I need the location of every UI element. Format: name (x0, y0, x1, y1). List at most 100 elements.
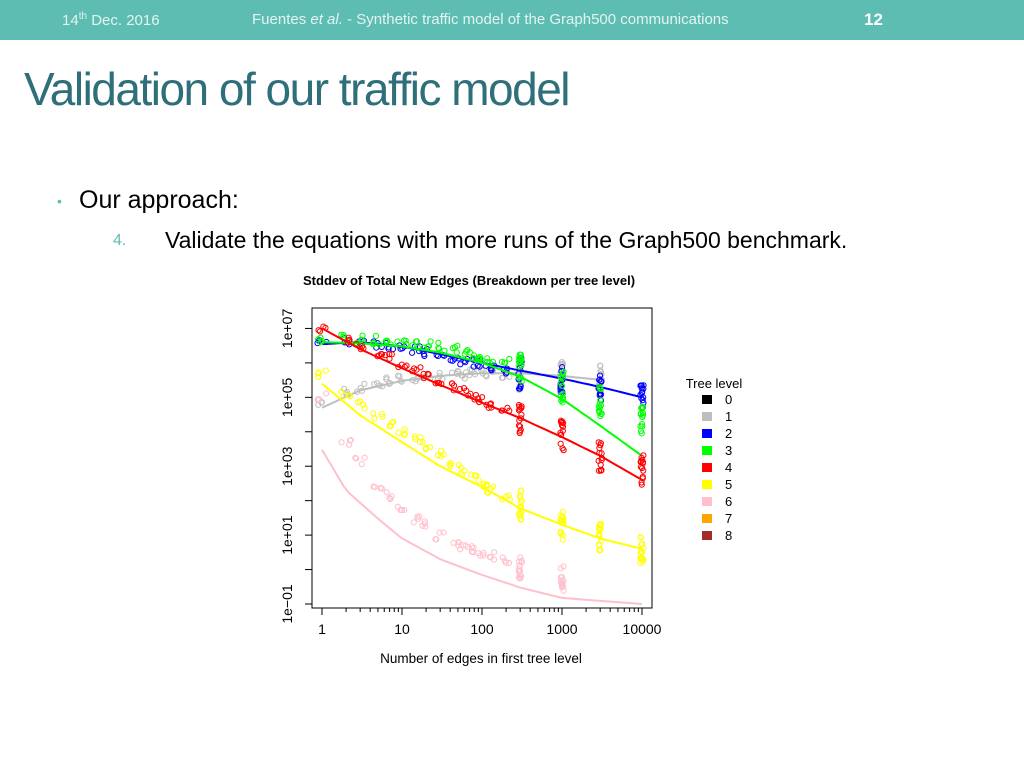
y-tick-label: 1e+05 (279, 377, 295, 417)
data-point (413, 366, 420, 373)
data-point (425, 343, 433, 350)
legend-swatch (702, 446, 712, 455)
legend-label: 2 (725, 426, 732, 441)
fit-line (321, 382, 643, 550)
legend-swatch (702, 514, 712, 523)
data-point (506, 373, 513, 381)
data-point (422, 445, 430, 453)
data-point (560, 587, 567, 594)
data-point (480, 549, 487, 557)
data-point (379, 413, 386, 420)
data-point (596, 362, 604, 369)
data-point (416, 513, 423, 520)
data-point (596, 522, 603, 529)
data-point (314, 370, 321, 377)
page-number: 12 (864, 10, 883, 29)
data-point (596, 376, 603, 383)
data-point (413, 338, 420, 345)
data-point (388, 351, 395, 358)
data-point (359, 332, 366, 339)
legend-swatch (702, 412, 712, 421)
data-point (557, 374, 564, 381)
y-tick-label: 1e+07 (279, 309, 295, 349)
legend-swatch (702, 429, 712, 438)
fit-line (321, 341, 643, 457)
data-point (597, 461, 604, 469)
data-point (558, 418, 565, 425)
date-rest: Dec. 2016 (87, 12, 160, 29)
data-point (516, 423, 524, 430)
data-point (419, 522, 426, 529)
legend-label: 5 (725, 477, 732, 492)
legend-label: 7 (725, 511, 732, 526)
data-point (638, 554, 645, 561)
data-point (322, 367, 330, 374)
data-point (451, 344, 458, 351)
data-point (410, 519, 417, 526)
x-axis-label: Number of edges in first tree level (380, 651, 582, 666)
legend-swatch (702, 480, 712, 489)
data-point (361, 454, 368, 461)
legend-label: 6 (725, 494, 732, 509)
data-point (358, 461, 365, 468)
slide-title: Validation of our traffic model (24, 63, 571, 115)
data-point (516, 571, 523, 578)
data-point (479, 394, 486, 401)
data-point (506, 355, 513, 362)
data-point (421, 352, 428, 360)
bullet-item: • Our approach: (57, 186, 239, 215)
legend-swatch (702, 395, 712, 404)
data-point (516, 358, 523, 365)
sub-bullet-text: Validate the equations with more runs of… (165, 227, 848, 253)
data-point (346, 437, 354, 444)
series-level-3 (314, 331, 647, 457)
data-point (499, 554, 506, 561)
legend-swatch (702, 463, 712, 472)
slide-footer-title: Fuentes et al. - Synthetic traffic model… (252, 11, 729, 28)
data-point (353, 388, 361, 395)
data-point (480, 480, 488, 487)
data-point (639, 456, 646, 463)
data-point (440, 451, 447, 458)
data-point (456, 546, 464, 553)
legend-label: 4 (725, 460, 732, 475)
data-point (340, 331, 347, 339)
data-point (395, 429, 402, 436)
data-point (316, 328, 324, 335)
data-point (447, 357, 454, 364)
x-tick-label: 10000 (623, 621, 662, 637)
data-point (396, 373, 403, 380)
data-point (383, 489, 390, 496)
data-point (518, 499, 525, 506)
data-point (463, 387, 470, 394)
data-point (338, 439, 345, 446)
data-point (639, 540, 646, 547)
data-point (422, 523, 429, 530)
data-point (475, 477, 482, 484)
data-point (315, 369, 322, 376)
data-point (456, 385, 464, 393)
data-point (453, 349, 460, 356)
bullet-text: Our approach: (79, 186, 239, 214)
data-point (448, 380, 456, 387)
data-point (455, 542, 462, 549)
data-point (434, 452, 442, 459)
y-tick-label: 1e+03 (279, 446, 295, 486)
data-point (424, 370, 431, 377)
data-point (639, 423, 646, 430)
data-point (414, 513, 421, 520)
data-point (386, 351, 393, 358)
data-point (454, 367, 461, 375)
fit-line (321, 449, 643, 605)
data-point (596, 444, 603, 452)
data-point (558, 419, 565, 426)
data-point (383, 376, 390, 383)
y-tick-label: 1e−01 (279, 584, 295, 624)
data-point (419, 438, 427, 446)
data-point (440, 529, 447, 536)
data-point (470, 363, 477, 370)
data-point (388, 493, 395, 500)
data-point (559, 360, 567, 367)
data-point (557, 574, 564, 581)
x-tick-label: 100 (470, 621, 494, 637)
